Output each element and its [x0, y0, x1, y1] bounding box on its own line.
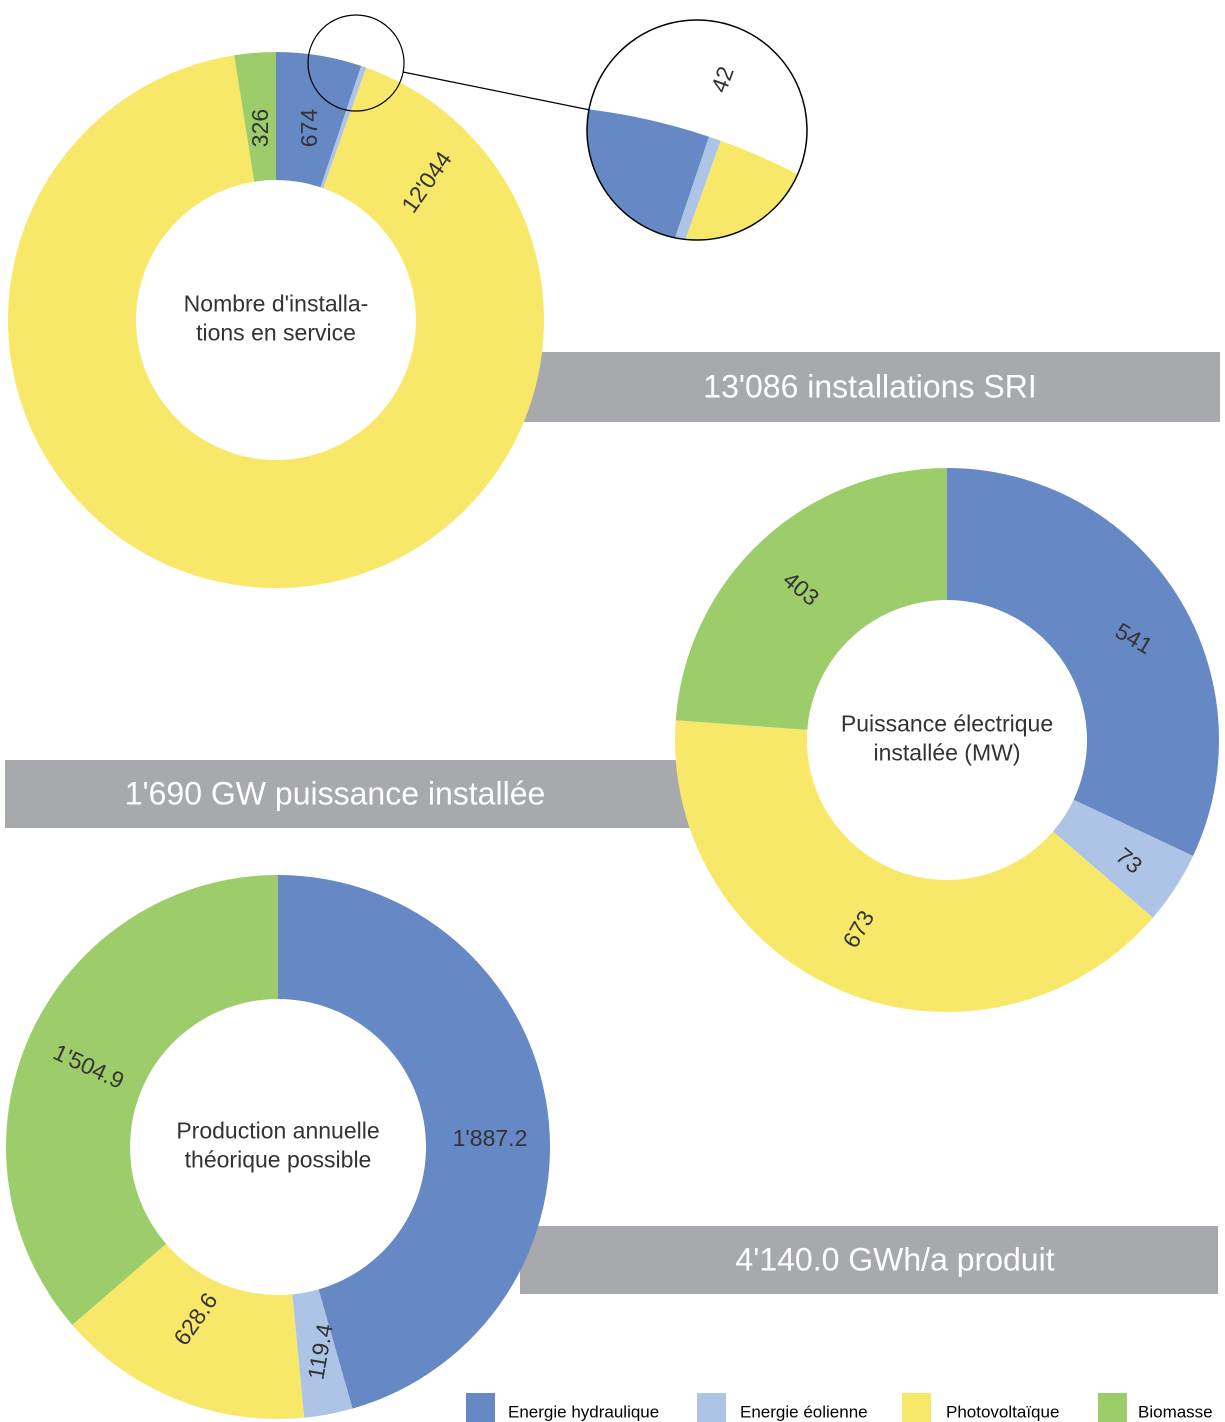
- zoom-source: [307, 14, 405, 112]
- data-label: 326: [247, 109, 273, 147]
- donut-slice: [234, 52, 276, 182]
- donut-slice: [947, 468, 1219, 856]
- donut-slice: [5, 875, 279, 1325]
- donut-center-label: tions en service: [196, 320, 356, 346]
- zoom-inset: [587, 20, 807, 240]
- donut-slice: [278, 875, 550, 1409]
- zoom-slice: [587, 104, 710, 240]
- zoom-connector: [402, 71, 591, 111]
- donut-slice: [320, 65, 367, 189]
- legend-swatch: [902, 1393, 931, 1422]
- donut-center-label: Puissance électrique: [841, 711, 1053, 737]
- legend-label: Energie hydraulique: [508, 1402, 659, 1421]
- legend-label: Biomasse: [1138, 1402, 1213, 1421]
- donut-slice: [674, 720, 1153, 1013]
- banner-text: 1'690 GW puissance installée: [125, 775, 546, 811]
- legend-swatch: [697, 1393, 726, 1422]
- legend-label: Energie éolienne: [740, 1402, 868, 1421]
- banner: [520, 1226, 1218, 1294]
- banner: [5, 760, 690, 828]
- donut-center-label: théorique possible: [185, 1147, 372, 1173]
- donut-center-label: Production annuelle: [176, 1118, 379, 1144]
- donut-slice: [72, 1243, 305, 1419]
- zoom-slice: [615, 136, 721, 240]
- legend-swatch: [466, 1393, 495, 1422]
- donut-slice: [292, 1289, 353, 1418]
- legend-label: Photovoltaïque: [946, 1402, 1059, 1421]
- zoom-content: [587, 104, 807, 240]
- donut-slice: [8, 55, 545, 588]
- donut-slice: [1052, 799, 1194, 918]
- banner-text: 13'086 installations SRI: [703, 368, 1036, 404]
- data-label: 1'887.2: [453, 1125, 528, 1151]
- banner: [520, 352, 1220, 422]
- donut-slice: [675, 468, 947, 730]
- data-label: 674: [296, 109, 322, 148]
- zoom-border: [586, 19, 808, 241]
- donut-center-label: Nombre d'installa-: [184, 291, 369, 317]
- banner-text: 4'140.0 GWh/a produit: [735, 1241, 1054, 1277]
- legend-swatch: [1098, 1393, 1127, 1422]
- donut-center-label: installée (MW): [874, 740, 1021, 766]
- donut-slice: [276, 52, 362, 188]
